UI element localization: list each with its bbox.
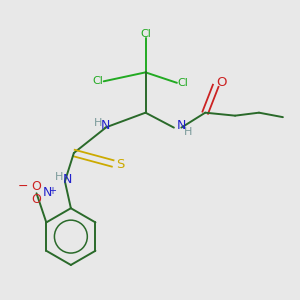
Text: N: N xyxy=(63,173,73,186)
Text: H: H xyxy=(184,127,192,137)
Text: N: N xyxy=(177,119,186,132)
Text: H: H xyxy=(55,172,63,182)
Text: Cl: Cl xyxy=(92,76,103,86)
Text: O: O xyxy=(32,194,41,206)
Text: +: + xyxy=(48,186,56,196)
Text: Cl: Cl xyxy=(177,78,188,88)
Text: N: N xyxy=(101,119,110,132)
Text: O: O xyxy=(32,180,41,193)
Text: H: H xyxy=(94,118,102,128)
Text: S: S xyxy=(116,158,124,171)
Text: O: O xyxy=(216,76,226,89)
Text: Cl: Cl xyxy=(140,28,151,38)
Text: N: N xyxy=(42,186,52,199)
Text: −: − xyxy=(18,180,28,193)
